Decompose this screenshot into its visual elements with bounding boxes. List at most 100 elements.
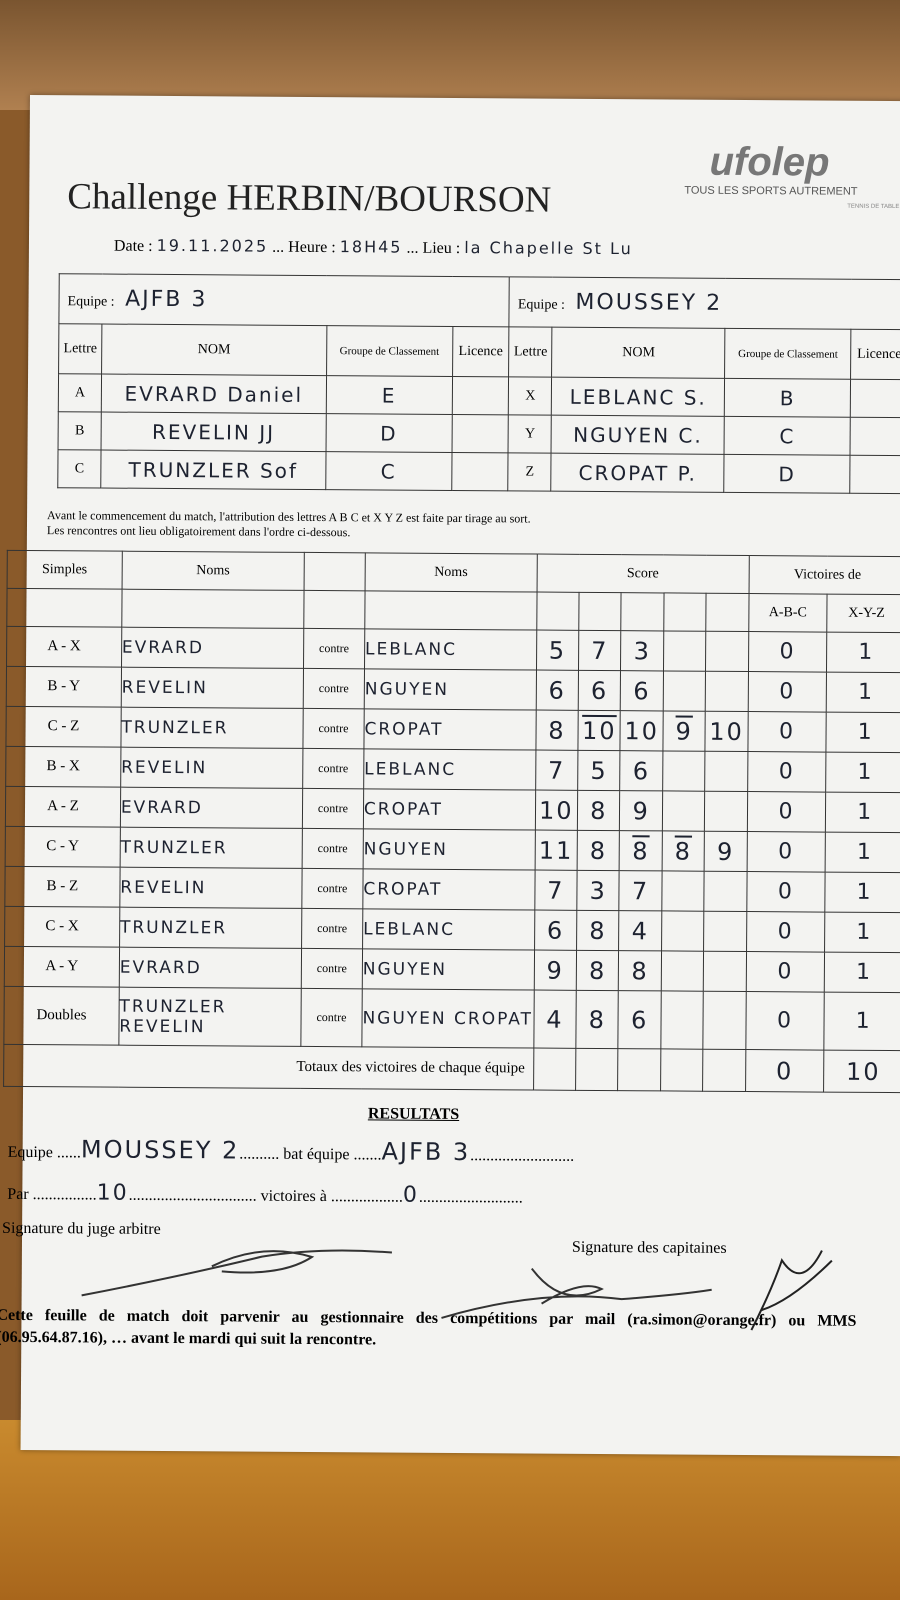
team-player-row: B REVELIN JJ D Y NGUYEN C. C <box>58 411 900 456</box>
game-score: 10 <box>577 710 621 751</box>
match-code: A - Y <box>4 946 120 988</box>
game-score <box>703 951 747 992</box>
right-player-lettre: X <box>508 376 552 416</box>
wood-background-top <box>0 0 900 110</box>
match-code: Doubles <box>3 986 120 1046</box>
col-lettre: Lettre <box>508 326 553 378</box>
contre-label: contre <box>303 668 365 709</box>
left-player-licence <box>451 376 509 415</box>
player-abc: TRUNZLER <box>119 827 303 869</box>
game-score <box>662 790 705 832</box>
equipe-label: Equipe <box>7 1143 54 1162</box>
victory-abc: 0 <box>747 791 826 833</box>
lieu-value: la Chapelle St Lu <box>464 238 633 259</box>
game-score: 7 <box>534 870 578 911</box>
game-score: 3 <box>620 630 664 671</box>
match-code: B - Y <box>6 666 122 708</box>
player-xyz: CROPAT <box>363 708 536 751</box>
lieu-label: Lieu : <box>422 239 461 258</box>
contre-label: contre <box>302 788 364 829</box>
victory-abc: 0 <box>745 951 825 993</box>
player-abc: TRUNZLER <box>120 707 304 749</box>
game-score <box>662 750 706 792</box>
match-row: B - Z REVELIN contre CROPAT 7 3 7 0 1 <box>4 866 900 913</box>
col-groupe: Groupe de Classement <box>724 328 852 380</box>
left-player-nom: REVELIN JJ <box>101 412 327 452</box>
victoires-label: victoires à <box>260 1187 327 1206</box>
match-row: A - Z EVRARD contre CROPAT 10 8 9 0 1 <box>5 786 900 833</box>
victory-abc: 0 <box>746 831 826 873</box>
contre-label: contre <box>302 748 364 789</box>
logo-sub: TENNIS DE TABLE <box>847 203 900 211</box>
col-simples: Simples <box>7 550 123 590</box>
col-nom: NOM <box>551 327 726 379</box>
game-score: 6 <box>618 990 662 1049</box>
left-player-groupe: D <box>325 413 452 453</box>
player-xyz: NGUYEN CROPAT <box>361 988 534 1049</box>
victory-xyz: 1 <box>825 832 900 873</box>
match-row: B - Y REVELIN contre NGUYEN 6 6 6 0 1 <box>6 666 900 713</box>
game-score <box>663 670 706 712</box>
left-player-groupe: E <box>326 375 453 415</box>
victory-xyz: 1 <box>824 912 900 953</box>
player-xyz: CROPAT <box>362 868 535 911</box>
right-player-licence <box>849 455 900 494</box>
team-player-row: C TRUNZLER Sof C Z CROPAT P. D <box>57 449 900 494</box>
left-player-licence <box>451 452 509 491</box>
draw-note: Avant le commencement du match, l'attrib… <box>47 508 531 541</box>
col-noms-2: Noms <box>364 552 537 593</box>
game-score: 8 <box>618 950 662 991</box>
match-code: A - Z <box>5 786 121 828</box>
victoires-value: 0 <box>402 1182 419 1208</box>
winner-team: MOUSSEY 2 <box>80 1135 240 1165</box>
match-sheet: Challenge HERBIN/BOURSON ufolep TOUS LES… <box>0 95 900 1457</box>
game-score: 9 <box>704 831 748 872</box>
game-score: 8 <box>576 950 619 991</box>
game-score: 8 <box>576 910 620 951</box>
heure-value: 18H45 <box>339 237 403 257</box>
match-code: B - X <box>5 746 121 788</box>
teams-table: Equipe : AJFB 3 Equipe : MOUSSEY 2 Lettr… <box>57 273 900 494</box>
left-player-lettre: B <box>58 411 102 451</box>
player-xyz: LEBLANC <box>362 908 535 951</box>
player-xyz: LEBLANC <box>363 748 536 791</box>
player-xyz: CROPAT <box>363 788 536 831</box>
game-score: 6 <box>578 670 621 711</box>
match-row: B - X REVELIN contre LEBLANC 7 5 6 0 1 <box>5 746 900 793</box>
game-score: 8 <box>661 830 705 872</box>
contre-label: contre <box>301 868 364 909</box>
col-xyz: X-Y-Z <box>827 594 900 633</box>
player-abc: EVRARD <box>121 627 304 669</box>
heure-label: Heure : <box>288 238 336 257</box>
victory-xyz: 1 <box>826 672 900 713</box>
victory-abc: 0 <box>747 711 827 753</box>
right-player-groupe: B <box>724 378 851 418</box>
game-score: 8 <box>575 990 619 1049</box>
col-noms-1: Noms <box>121 551 305 591</box>
col-lettre: Lettre <box>58 323 102 375</box>
equipe-label: Equipe : <box>517 297 566 313</box>
game-score: 9 <box>619 790 663 831</box>
left-player-groupe: C <box>325 451 452 491</box>
game-score: 5 <box>577 750 621 791</box>
match-code: C - X <box>4 906 120 948</box>
match-code: C - Z <box>5 706 122 748</box>
right-player-licence <box>850 379 900 418</box>
match-row: Doubles TRUNZLER REVELIN contre NGUYEN CROP… <box>3 986 900 1051</box>
left-player-licence <box>451 414 509 453</box>
result-line-2: Par ................10..................… <box>7 1180 523 1208</box>
matches-table: Simples Noms Noms Score Victoires de A-B… <box>3 550 900 1093</box>
victory-abc: 0 <box>746 911 826 953</box>
game-score: 4 <box>533 990 577 1049</box>
game-score: 9 <box>533 950 577 991</box>
player-xyz: LEBLANC <box>364 628 537 671</box>
right-player-lettre: Y <box>508 414 552 454</box>
right-team-name: MOUSSEY 2 <box>575 289 723 316</box>
right-player-groupe: C <box>724 416 851 456</box>
player-xyz: NGUYEN <box>363 828 536 871</box>
match-code: B - Z <box>4 866 120 908</box>
page-title: Challenge HERBIN/BOURSON <box>67 176 552 221</box>
game-score: 7 <box>578 630 622 671</box>
game-score: 10 <box>535 790 578 831</box>
ufolep-logo: ufolep <box>709 139 830 185</box>
